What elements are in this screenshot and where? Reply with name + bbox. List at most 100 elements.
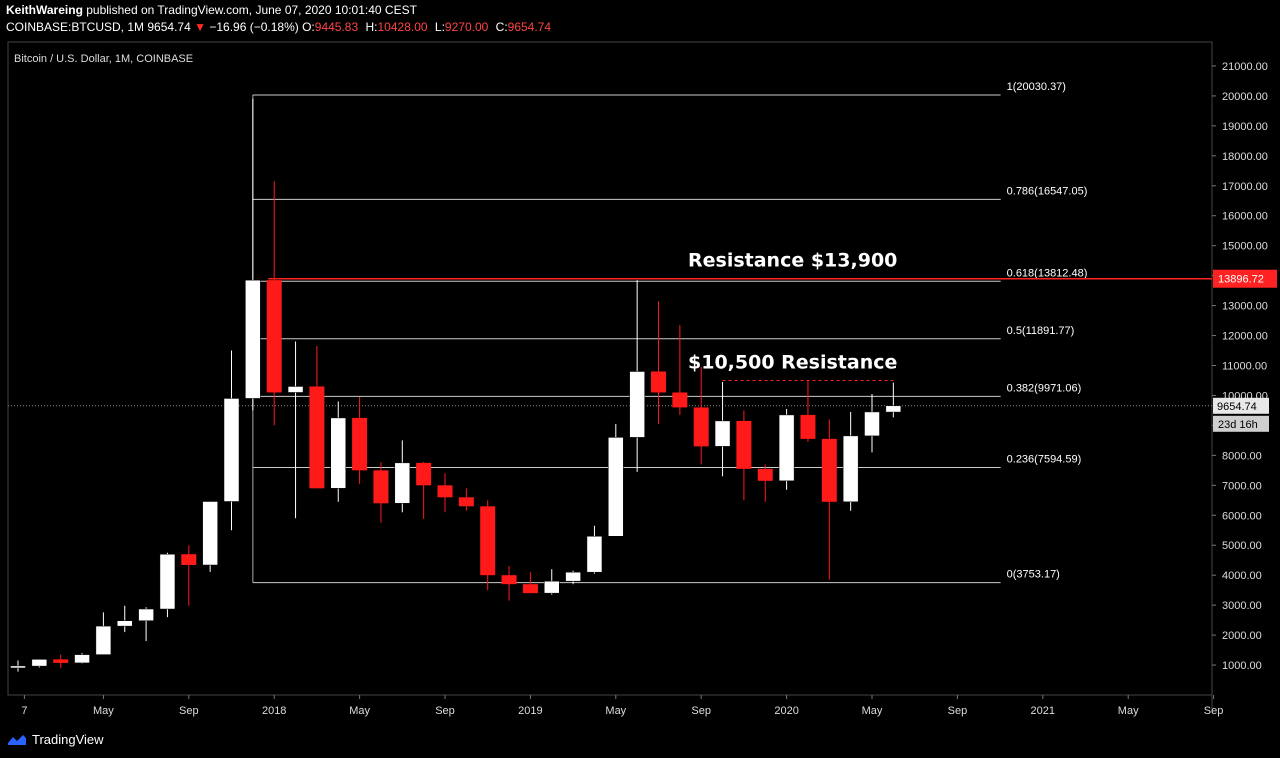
x-tick-label: 2018	[262, 705, 286, 717]
symbol-label[interactable]: COINBASE:BTCUSD, 1M	[6, 20, 145, 34]
candle-body	[565, 571, 581, 582]
candle-body	[778, 414, 795, 482]
last-price-label: 9654.74	[1217, 401, 1257, 413]
fib-level-label: 0(3753.17)	[1007, 569, 1060, 581]
fib-level-label: 0.786(16547.05)	[1007, 185, 1088, 197]
candle-body	[266, 280, 282, 393]
close-label: C:	[495, 20, 508, 34]
candle-body	[373, 470, 389, 504]
candle-body	[309, 386, 325, 489]
brand-name: TradingView	[32, 732, 104, 747]
candle-body	[202, 501, 218, 566]
low-label: L:	[434, 20, 445, 34]
ohlc-legend: COINBASE:BTCUSD, 1M 9654.74 ▼ −16.96 (−0…	[6, 20, 555, 34]
y-tick-label: 15000.00	[1222, 241, 1268, 253]
fib-level-label: 0.236(7594.59)	[1007, 454, 1082, 466]
y-tick-label: 4000.00	[1222, 570, 1262, 582]
candle-body	[544, 580, 560, 594]
x-tick-label: Sep	[691, 705, 711, 717]
candle-body	[672, 392, 688, 408]
y-tick-label: 13000.00	[1222, 301, 1268, 313]
resistance-price-tag	[1213, 269, 1277, 288]
last-price-tag	[1213, 397, 1269, 414]
close-value: 9654.74	[507, 20, 552, 34]
candle-body	[586, 535, 603, 573]
x-tick-label: 2019	[518, 705, 542, 717]
candle-body	[458, 497, 474, 507]
candle-body	[693, 407, 709, 447]
x-tick-label: Sep	[1204, 705, 1224, 717]
x-tick-label: Sep	[948, 705, 968, 717]
y-tick-label: 11000.00	[1222, 361, 1267, 373]
candle-body	[31, 659, 48, 667]
y-tick-label: 2000.00	[1222, 630, 1262, 642]
x-tick-label: May	[605, 705, 626, 717]
y-tick-label: 1000.00	[1222, 660, 1262, 672]
candle-body	[736, 420, 752, 469]
candle-body	[138, 608, 154, 621]
open-label: O:	[302, 20, 315, 34]
y-tick-label: 6000.00	[1222, 510, 1262, 522]
publish-info: KeithWareing published on TradingView.co…	[6, 3, 417, 17]
high-label: H:	[365, 20, 378, 34]
publish-text: published on TradingView.com, June 07, 2…	[82, 3, 417, 17]
candle-body	[223, 398, 240, 502]
down-arrow-icon: ▼	[194, 20, 206, 34]
candle-body	[651, 371, 666, 393]
y-tick-label: 5000.00	[1222, 540, 1262, 552]
countdown-label: 23d 16h	[1218, 419, 1258, 431]
fib-level-label: 0.5(11891.77)	[1007, 325, 1075, 337]
low-value: 9270.00	[444, 20, 489, 34]
candle-body	[117, 620, 133, 627]
price-change: −16.96 (−0.18%)	[209, 20, 299, 34]
y-tick-label: 8000.00	[1222, 450, 1262, 462]
x-tick-label: 2020	[774, 705, 798, 717]
fib-level-label: 0.618(13812.48)	[1007, 267, 1088, 279]
y-tick-label: 18000.00	[1222, 151, 1268, 163]
x-tick-label: May	[862, 705, 883, 717]
candle-body	[842, 435, 859, 503]
candle-body	[864, 411, 880, 437]
high-value: 10428.00	[377, 20, 428, 34]
last-price: 9654.74	[147, 20, 191, 34]
y-tick-label: 17000.00	[1222, 181, 1268, 193]
candle-body	[245, 279, 261, 399]
candle-body	[885, 405, 902, 413]
author-name[interactable]: KeithWareing	[6, 3, 83, 17]
candle-body	[757, 468, 773, 481]
chart-title: Bitcoin / U.S. Dollar, 1M, COINBASE	[14, 53, 193, 65]
resistance2-annotation: $10,500 Resistance	[688, 351, 897, 373]
candle-body	[608, 437, 624, 537]
y-tick-label: 16000.00	[1222, 211, 1268, 223]
x-tick-label: May	[93, 705, 114, 717]
candle-body	[330, 417, 346, 489]
resistance-annotation: Resistance $13,900	[688, 250, 897, 272]
candle-body	[74, 654, 90, 664]
candle-body	[95, 625, 112, 655]
candle-body	[181, 554, 197, 565]
y-tick-label: 20000.00	[1222, 91, 1268, 103]
fib-level-label: 1(20030.37)	[1007, 81, 1066, 93]
open-value: 9445.83	[314, 20, 359, 34]
chart-header: KeithWareing published on TradingView.co…	[0, 0, 1280, 40]
x-tick-label: Sep	[179, 705, 199, 717]
candle-body	[416, 462, 432, 486]
tradingview-logo[interactable]: TradingView	[6, 732, 104, 747]
candle-body	[480, 506, 496, 576]
candle-body	[287, 386, 304, 393]
x-tick-label: 7	[21, 705, 27, 717]
candle-body	[437, 485, 453, 498]
candle-body	[352, 417, 368, 471]
candle-body	[714, 420, 731, 447]
y-tick-label: 7000.00	[1222, 480, 1262, 492]
fib-level-label: 0.382(9971.06)	[1007, 382, 1082, 394]
candle-body	[629, 371, 645, 438]
price-chart[interactable]: 1000.00 2000.00 3000.00 4000.00 5000.00 6000.…	[0, 40, 1280, 720]
candle-body	[159, 553, 176, 610]
candle-body	[800, 414, 816, 439]
y-tick-label: 19000.00	[1222, 121, 1268, 133]
x-tick-label: Sep	[435, 705, 455, 717]
candle-body	[53, 659, 69, 663]
y-tick-label: 21000.00	[1222, 61, 1268, 73]
chart-footer: TradingView	[0, 720, 1280, 758]
